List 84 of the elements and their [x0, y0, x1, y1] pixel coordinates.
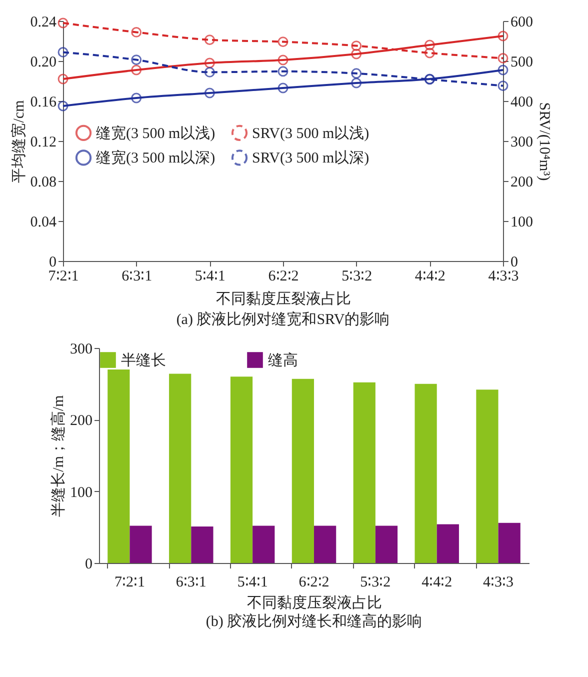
bar — [353, 382, 376, 563]
y2-tick-label: 100 — [510, 214, 533, 230]
y2-tick-label: 0 — [510, 254, 518, 270]
bar — [230, 376, 253, 563]
x-tick-label: 6∶2∶2 — [268, 268, 299, 284]
y-axis-title: 半缝长/m；缝高/m — [50, 394, 67, 517]
legend-label: 缝宽(3 500 m以浅) — [96, 124, 216, 142]
point — [58, 18, 68, 28]
x-tick-label: 5∶3∶2 — [342, 268, 372, 284]
legend-label: 缝宽(3 500 m以深) — [96, 150, 216, 167]
bar — [498, 522, 520, 563]
x-tick-label: 5∶3∶2 — [360, 574, 391, 590]
point — [204, 88, 215, 98]
x-tick-label: 4∶4∶2 — [422, 574, 452, 590]
y-axis-title: 平均缝宽/cm — [10, 100, 28, 183]
y2-tick-label: 400 — [510, 94, 533, 110]
point — [351, 48, 362, 60]
bar — [130, 526, 152, 563]
y-tick-label: 0.08 — [30, 174, 56, 190]
x-tick-label: 6∶3∶1 — [176, 574, 206, 590]
y-tick-label: 0.24 — [30, 14, 57, 30]
point — [58, 74, 68, 84]
y-tick-label: 0.12 — [30, 134, 56, 150]
bar — [169, 374, 192, 563]
bar — [414, 384, 437, 563]
x-axis-title: 不同黏度压裂液占比 — [247, 594, 382, 612]
bar — [314, 526, 336, 563]
bar — [476, 390, 498, 563]
point — [58, 100, 68, 112]
y-tick-label: 0 — [49, 254, 56, 270]
x-tick-label: 5∶4∶1 — [194, 268, 226, 284]
legend-label: 缝高 — [268, 352, 298, 369]
y-tick-label: 100 — [70, 484, 92, 501]
legend-label: SRV(3 500 m以浅) — [252, 124, 370, 142]
point — [424, 40, 435, 50]
point — [498, 80, 508, 92]
point — [424, 48, 435, 58]
point — [131, 54, 142, 66]
text: (a) 胶液比例对缝宽和SRV的影响 — [176, 311, 390, 328]
bar — [191, 526, 214, 563]
bar — [375, 526, 398, 563]
point — [498, 30, 508, 42]
y-tick-label: 200 — [70, 413, 92, 430]
y-tick-label: 0.20 — [30, 54, 56, 70]
x-tick-label: 7∶2∶1 — [48, 268, 79, 284]
y2-axis-title: SRV/(10⁴m³) — [536, 102, 552, 181]
legend-label: SRV(3 500 m以深) — [252, 150, 370, 167]
bar — [252, 526, 275, 563]
point — [204, 34, 215, 46]
legend-label: 半缝长 — [121, 352, 166, 369]
point — [278, 82, 288, 94]
point — [58, 46, 68, 58]
point — [131, 64, 142, 76]
point — [278, 36, 288, 48]
x-tick-label: 4∶3∶3 — [488, 268, 519, 284]
point — [351, 68, 362, 79]
y2-tick-label: 200 — [510, 174, 533, 190]
y-tick-label: 300 — [70, 342, 92, 358]
bar — [292, 378, 314, 563]
x-tick-label: 6∶2∶2 — [298, 574, 330, 590]
y-tick-label: 0.04 — [30, 214, 57, 230]
point — [351, 78, 362, 88]
point — [131, 26, 142, 38]
x-tick-label: 5∶4∶1 — [237, 574, 268, 590]
y2-tick-label: 500 — [510, 54, 533, 70]
point — [278, 66, 288, 77]
y-tick-label: 0.16 — [30, 94, 57, 110]
point — [204, 66, 215, 78]
x-axis-title: 不同黏度压裂液占比 — [216, 290, 351, 308]
x-tick-label: 4∶3∶3 — [483, 574, 514, 590]
point — [204, 58, 215, 68]
point — [498, 64, 508, 76]
point — [498, 52, 508, 64]
point — [278, 54, 288, 66]
point — [351, 40, 362, 52]
x-tick-label: 7∶2∶1 — [114, 574, 145, 590]
text: (b) 胶液比例对缝长和缝高的影响 — [206, 613, 422, 630]
point — [131, 92, 142, 104]
x-tick-label: 6∶3∶1 — [122, 268, 152, 284]
x-tick-label: 4∶4∶2 — [414, 268, 446, 284]
bar — [436, 524, 459, 563]
y-tick-label: 0 — [85, 556, 92, 572]
y2-tick-label: 600 — [510, 14, 533, 30]
y2-tick-label: 300 — [510, 134, 533, 150]
